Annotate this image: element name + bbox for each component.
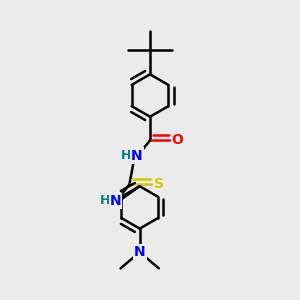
Text: S: S <box>154 177 164 191</box>
Text: H: H <box>121 149 132 162</box>
Text: N: N <box>134 245 146 259</box>
Text: H: H <box>100 194 110 207</box>
Text: N: N <box>110 194 122 208</box>
Text: O: O <box>172 133 184 147</box>
Text: N: N <box>131 148 142 163</box>
